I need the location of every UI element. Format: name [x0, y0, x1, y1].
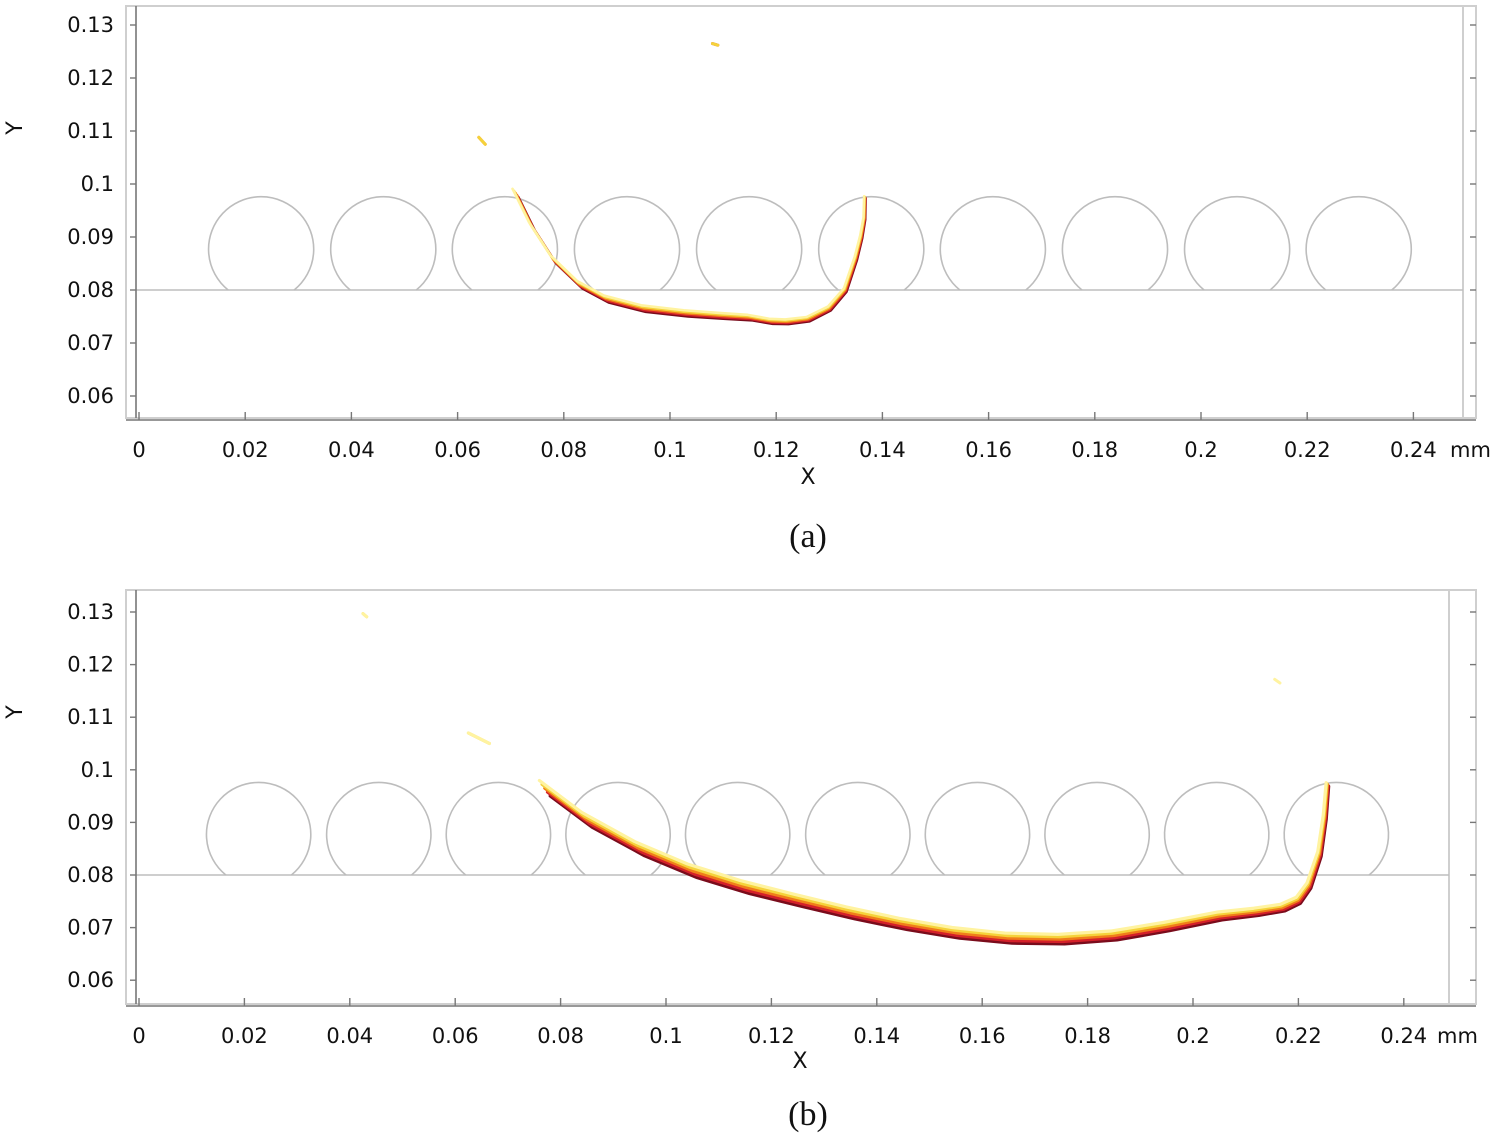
- series-line-droplet-2: [466, 731, 491, 745]
- panel-caption-b: (b): [788, 1096, 828, 1133]
- x-tick-label: 0.24: [1390, 438, 1437, 462]
- x-tick-label: 0.08: [540, 438, 587, 462]
- series-line-droplet-2: [477, 135, 487, 146]
- particle-circle: [939, 196, 1047, 291]
- y-tick-label: 0.09: [67, 225, 114, 249]
- y-tick-label: 0.1: [81, 758, 114, 782]
- particle-circle: [329, 196, 437, 291]
- axis-layer: 0 0.02 0.04 0.06 0.08 0.1 0.12 0.14 0.16 0.18 0.2 0…: [67, 590, 1476, 1048]
- particle-circle: [207, 196, 315, 291]
- panel-a: 0 0.02 0.04 0.06 0.08 0.1 0.12 0.14 0.16 0.18 0.2 0…: [3, 5, 1491, 555]
- series-line-interface: [548, 784, 1331, 946]
- particle-circle: [924, 781, 1031, 876]
- y-tick-label: 0.08: [67, 863, 114, 887]
- y-tick-label: 0.13: [67, 13, 114, 37]
- x-axis-title: X: [792, 1049, 807, 1074]
- x-tick-label: 0.16: [959, 1024, 1006, 1048]
- x-axis-unit: mm: [1437, 1024, 1478, 1048]
- x-axis-unit: mm: [1450, 438, 1491, 462]
- particle-circle: [451, 196, 559, 291]
- x-axis-title: X: [800, 465, 815, 490]
- particle-circle: [565, 781, 671, 876]
- series-layer: [361, 612, 1331, 946]
- series-line-interface: [514, 191, 867, 324]
- series-line-interface: [537, 778, 1328, 937]
- y-tick-label: 0.09: [67, 810, 114, 834]
- x-tick-label: 0.14: [853, 1024, 900, 1048]
- y-axis-title: Y: [3, 121, 28, 136]
- x-tick-label: 0.16: [965, 438, 1012, 462]
- particle-circle: [573, 196, 681, 291]
- x-tick-label: 0: [132, 1024, 145, 1048]
- x-tick-label: 0.2: [1184, 438, 1217, 462]
- x-tick-label: 0.2: [1176, 1024, 1209, 1048]
- y-tick-label: 0.07: [67, 331, 114, 355]
- series-line-interface: [543, 782, 1329, 941]
- axis-layer: 0 0.02 0.04 0.06 0.08 0.1 0.12 0.14 0.16 0.18 0.2 0…: [67, 6, 1476, 462]
- x-tick-label: 0.12: [753, 438, 800, 462]
- particle-circle: [205, 781, 312, 876]
- geometry-layer: [136, 196, 1463, 291]
- particle-circle: [1061, 196, 1169, 291]
- particle-circle: [1283, 781, 1390, 876]
- particle-circle: [1305, 196, 1413, 291]
- particle-circle: [1044, 781, 1151, 876]
- series-line-interface: [517, 195, 867, 326]
- x-tick-label: 0.14: [859, 438, 906, 462]
- panel-caption-a: (a): [789, 518, 827, 555]
- plot-frame: [125, 589, 1477, 1005]
- particle-circle: [695, 196, 803, 291]
- particle-circle: [684, 781, 791, 876]
- series-line-interface: [511, 187, 866, 321]
- y-tick-label: 0.07: [67, 916, 114, 940]
- x-tick-label: 0.1: [649, 1024, 682, 1048]
- y-tick-label: 0.06: [67, 384, 114, 408]
- series-line-interface: [515, 193, 867, 325]
- x-tick-label: 0: [132, 438, 145, 462]
- x-tick-label: 0.18: [1064, 1024, 1111, 1048]
- series-layer: [477, 42, 867, 326]
- series-line-interface: [512, 189, 866, 322]
- x-tick-label: 0.06: [434, 438, 481, 462]
- y-axis-title: Y: [3, 705, 28, 720]
- y-tick-label: 0.1: [81, 172, 114, 196]
- plot-frame: [125, 5, 1477, 419]
- y-tick-label: 0.08: [67, 278, 114, 302]
- x-tick-label: 0.24: [1380, 1024, 1427, 1048]
- x-tick-label: 0.22: [1275, 1024, 1322, 1048]
- geometry-layer: [136, 781, 1449, 876]
- x-tick-label: 0.18: [1071, 438, 1118, 462]
- x-tick-label: 0.02: [221, 1024, 268, 1048]
- series-line-interface: [545, 783, 1330, 944]
- series-line-droplet-1: [361, 612, 369, 619]
- series-line-droplet-3: [1273, 677, 1282, 685]
- particle-circle: [804, 781, 911, 876]
- y-tick-label: 0.12: [67, 66, 114, 90]
- x-tick-label: 0.22: [1284, 438, 1331, 462]
- particle-circle: [445, 781, 552, 876]
- panel-b: 0 0.02 0.04 0.06 0.08 0.1 0.12 0.14 0.16 0.18 0.2 0…: [3, 589, 1478, 1133]
- series-line-droplet-1: [710, 42, 720, 47]
- x-tick-label: 0.04: [328, 438, 375, 462]
- x-tick-label: 0.02: [222, 438, 269, 462]
- particle-circle: [1163, 781, 1270, 876]
- x-tick-label: 0.06: [432, 1024, 479, 1048]
- x-tick-label: 0.1: [653, 438, 686, 462]
- y-tick-label: 0.13: [67, 600, 114, 624]
- y-tick-label: 0.12: [67, 653, 114, 677]
- x-tick-label: 0.04: [326, 1024, 373, 1048]
- particle-circle: [1183, 196, 1291, 291]
- x-tick-label: 0.08: [537, 1024, 584, 1048]
- particle-circle: [817, 196, 925, 291]
- y-tick-label: 0.11: [67, 119, 114, 143]
- particle-circle: [325, 781, 432, 876]
- x-tick-label: 0.12: [748, 1024, 795, 1048]
- series-line-interface: [540, 782, 1329, 939]
- y-tick-label: 0.06: [67, 968, 114, 992]
- y-tick-label: 0.11: [67, 705, 114, 729]
